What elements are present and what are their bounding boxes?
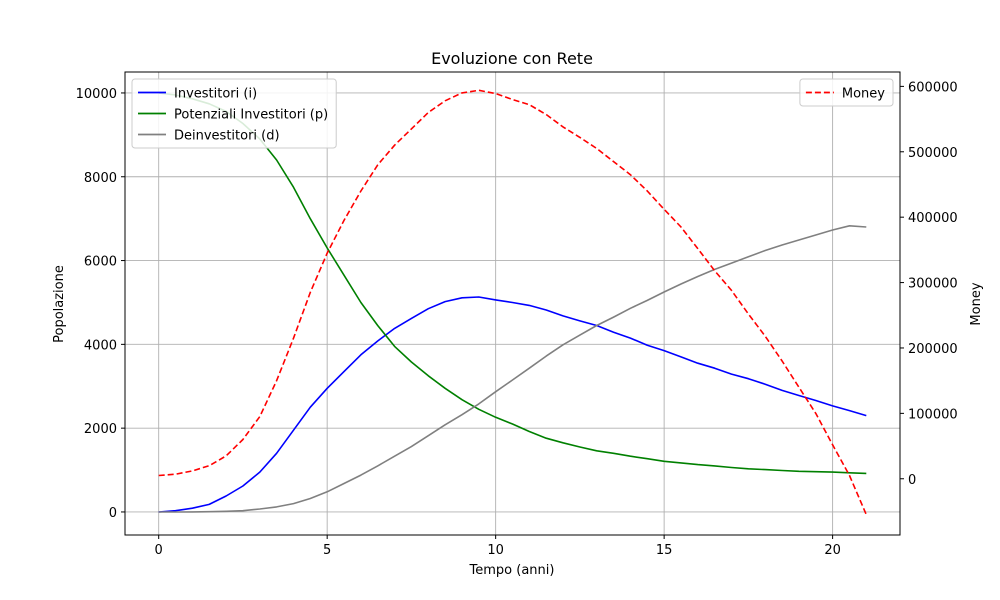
legend-label: Investitori (i)	[174, 87, 257, 102]
legend-box	[131, 78, 337, 149]
x-tick-label: 20	[824, 543, 841, 558]
y-axis-left: 0 2000 4000 6000 8000 10000	[76, 87, 125, 521]
y-tick-label-right: 600000	[908, 80, 958, 95]
y-tick-label-left: 10000	[76, 87, 117, 102]
y-tick-label-right: 200000	[908, 342, 958, 357]
series-line-investitori-i	[158, 296, 867, 513]
series-layer	[158, 89, 868, 516]
x-tick-label: 10	[487, 543, 504, 558]
y-tick-label-left: 8000	[84, 171, 117, 186]
x-tick-label: 15	[656, 543, 673, 558]
y-tick-label-left: 2000	[84, 422, 117, 437]
grid	[125, 72, 900, 535]
legend-label: Money	[842, 87, 885, 102]
y-tick-label-right: 100000	[908, 407, 958, 422]
y-tick-label-left: 0	[109, 506, 117, 521]
x-tick-label: 0	[155, 543, 163, 558]
x-tick-label: 5	[323, 543, 331, 558]
y-tick-label-left: 6000	[84, 255, 117, 270]
plot-frame	[124, 71, 901, 536]
x-axis: 0 5 10 15 20	[155, 535, 841, 558]
y-tick-label-right: 500000	[908, 146, 958, 161]
legend-label: Deinvestitori (d)	[174, 129, 280, 144]
y-axis-label-left: Popolazione	[52, 265, 67, 343]
y-tick-label-left: 4000	[84, 338, 117, 353]
y-tick-label-right: 300000	[908, 277, 958, 292]
x-axis-label: Tempo (anni)	[469, 563, 555, 578]
chart-title: Evoluzione con Rete	[431, 49, 593, 68]
series-line-potenziali-investitori-p	[158, 92, 867, 475]
y-axis-right: 0 100000 200000 300000 400000 500000 600000	[900, 80, 958, 488]
y-tick-label-right: 0	[908, 473, 916, 488]
legend-box	[799, 78, 894, 107]
legend-right: Money	[799, 78, 894, 107]
legend-left: Investitori (i) Potenziali Investitori (p…	[131, 78, 337, 149]
y-tick-label-right: 400000	[908, 211, 958, 226]
legend-label: Potenziali Investitori (p)	[174, 108, 328, 123]
series-line-deinvestitori-d	[158, 225, 867, 513]
series-line-money	[158, 89, 868, 516]
y-axis-label-right: Money	[969, 282, 984, 325]
